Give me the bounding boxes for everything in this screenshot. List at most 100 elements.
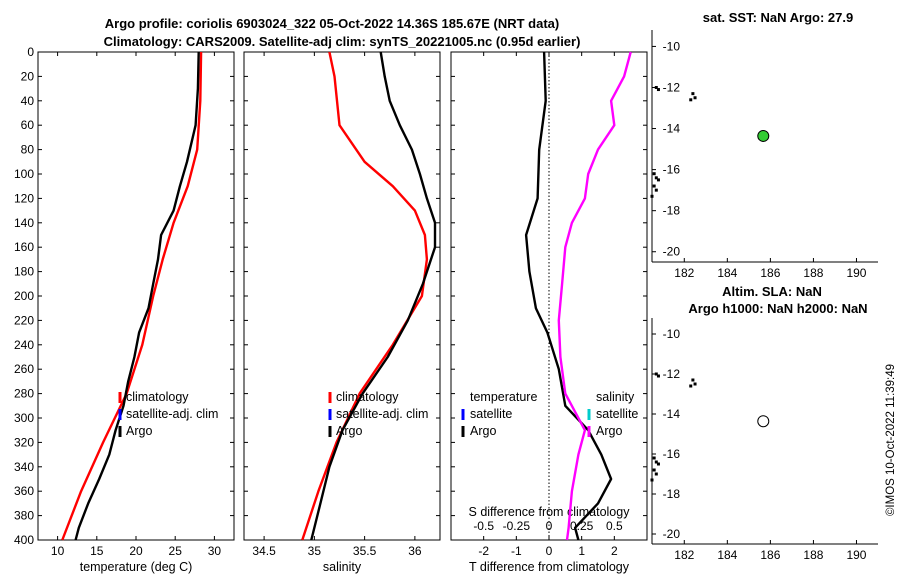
map-y-tick-label: -20 xyxy=(663,527,681,541)
legend-label: climatology xyxy=(126,390,189,404)
y-tick-label: 400 xyxy=(14,533,34,547)
legend-label: Argo xyxy=(126,424,152,438)
land-point xyxy=(652,172,656,176)
x-tick-label: 1 xyxy=(578,544,585,558)
map-y-tick-label: -10 xyxy=(663,327,681,341)
x2-axis-label: S difference from climatology xyxy=(469,505,631,519)
x-tick-label: 35 xyxy=(308,544,322,558)
map-x-tick-label: 190 xyxy=(846,548,866,562)
panel-temperature: 0 20 40 60 80 100 120 140 160 180 200 220 240 260 280 3… xyxy=(14,45,235,574)
panel-differences: -2 -1 0 1 2 T difference from climatology -0.5… xyxy=(450,51,648,574)
legend-label: climatology xyxy=(336,390,399,404)
land-point xyxy=(656,462,660,466)
x2-tick-label: 0 xyxy=(546,519,553,533)
land-point xyxy=(652,468,656,472)
map-x-tick-label: 186 xyxy=(760,548,780,562)
x2-tick-label: -0.25 xyxy=(503,519,531,533)
x2-tick-label: -0.5 xyxy=(473,519,494,533)
map-x-tick-label: 188 xyxy=(803,266,823,280)
y-tick-label: 100 xyxy=(14,167,34,181)
land-point xyxy=(689,98,693,102)
map-y-tick-label: -14 xyxy=(663,407,681,421)
legend-title-right: salinity xyxy=(596,390,635,404)
map-y-tick-label: -14 xyxy=(663,122,681,136)
y-tick-label: 300 xyxy=(14,411,34,425)
map-x-tick-label: 190 xyxy=(846,266,866,280)
land-point xyxy=(654,176,658,180)
map-y-tick-label: -18 xyxy=(663,204,681,218)
title-line-1: Argo profile: coriolis 6903024_322 05-Oc… xyxy=(105,16,560,31)
map-x-tick-label: 186 xyxy=(760,266,780,280)
map-y-tick-label: -20 xyxy=(663,245,681,259)
legend-label: satellite xyxy=(470,407,512,421)
land-point xyxy=(656,178,660,182)
x-tick-label: 36 xyxy=(408,544,422,558)
panel-map-sla: -10 -12 -14 -16 -18 -20 182 184 186 188 190 Altim. … xyxy=(650,284,878,562)
axes-box-temperature xyxy=(37,51,235,541)
legend-label: satellite-adj. clim xyxy=(336,407,428,421)
x-axis-label: salinity xyxy=(323,560,362,574)
x-tick-label: -1 xyxy=(511,544,522,558)
x-tick-label: 0 xyxy=(546,544,553,558)
legend-label: satellite xyxy=(596,407,638,421)
axes-box-differences xyxy=(450,51,648,541)
y-tick-label: 200 xyxy=(14,289,34,303)
map-y-tick-label: -16 xyxy=(663,163,681,177)
land-point xyxy=(693,382,697,386)
map-title: sat. SST: NaN Argo: 27.9 xyxy=(703,10,854,25)
land-point xyxy=(691,92,695,96)
land-point xyxy=(650,194,654,198)
profile-location-marker xyxy=(757,415,770,428)
land-point xyxy=(656,374,660,378)
map-y-tick-label: -10 xyxy=(663,39,681,53)
axes-box-salinity xyxy=(243,51,441,541)
y-tick-label: 180 xyxy=(14,265,34,279)
land-point xyxy=(693,96,697,100)
panels-group: 0204060801001201401601802002202402602803… xyxy=(14,10,878,574)
land-point xyxy=(656,88,660,92)
x-axis-label: T difference from climatology xyxy=(469,560,630,574)
y-tick-label: 160 xyxy=(14,240,34,254)
y-tick-label: 140 xyxy=(14,216,34,230)
map-y-tick-label: -16 xyxy=(663,447,681,461)
series-line-salinity xyxy=(557,51,632,541)
x-tick-label: 34.5 xyxy=(252,544,276,558)
y-tick-label: 340 xyxy=(14,460,34,474)
legend-label: Argo xyxy=(470,424,496,438)
series-line-temperature xyxy=(524,51,613,541)
timestamp: ©IMOS 10-Oct-2022 11:39:49 xyxy=(885,364,897,516)
y-tick-label: 380 xyxy=(14,509,34,523)
map-y-tick-label: -12 xyxy=(663,80,681,94)
land-point xyxy=(652,184,656,188)
land-point xyxy=(650,478,654,482)
y-tick-label: 120 xyxy=(14,191,34,205)
x-tick-label: 15 xyxy=(90,544,104,558)
x-tick-label: 20 xyxy=(129,544,143,558)
y-tick-label: 40 xyxy=(21,94,35,108)
land-point xyxy=(691,378,695,382)
y-tick-label: 320 xyxy=(14,435,34,449)
series-line-climatology xyxy=(301,51,429,541)
map-x-tick-label: 182 xyxy=(674,548,694,562)
y-tick-label: 360 xyxy=(14,484,34,498)
y-tick-label: 60 xyxy=(21,118,35,132)
land-point xyxy=(652,456,656,460)
title-line-2: Climatology: CARS2009. Satellite-adj cli… xyxy=(104,34,581,49)
land-point xyxy=(654,472,658,476)
legend-label: satellite-adj. clim xyxy=(126,407,218,421)
y-tick-label: 0 xyxy=(27,45,34,59)
map-x-tick-label: 182 xyxy=(674,266,694,280)
land-point xyxy=(654,372,658,376)
y-tick-label: 20 xyxy=(21,69,35,83)
map-x-tick-label: 184 xyxy=(717,548,737,562)
x-tick-label: 30 xyxy=(208,544,222,558)
series-line-argo xyxy=(74,51,200,541)
y-tick-label: 80 xyxy=(21,143,35,157)
x-tick-label: 2 xyxy=(611,544,618,558)
x-axis-label: temperature (deg C) xyxy=(80,560,193,574)
panel-map-sst: -10 -12 -14 -16 -18 -20 182 184 186 188 190 sat. SS… xyxy=(650,10,878,280)
map-title: Altim. SLA: NaN xyxy=(722,284,822,299)
y-tick-label: 280 xyxy=(14,387,34,401)
x-tick-label: 35.5 xyxy=(353,544,377,558)
x-tick-label: 10 xyxy=(51,544,65,558)
